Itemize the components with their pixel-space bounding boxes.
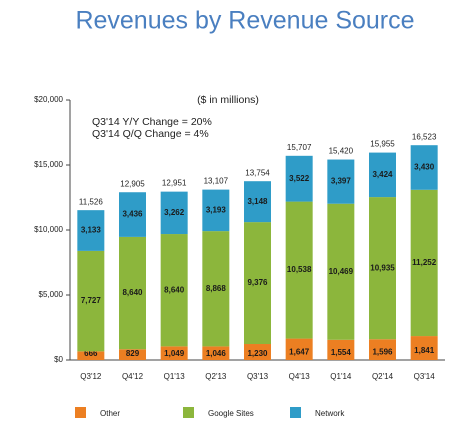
chart-title: Revenues by Revenue Source [75, 7, 414, 35]
x-tick-label: Q1'13 [164, 372, 186, 381]
x-tick-label: Q2'14 [372, 372, 394, 381]
x-tick-label: Q3'12 [80, 372, 102, 381]
legend-swatch [75, 407, 86, 418]
total-label: 13,754 [245, 168, 270, 177]
value-label: 9,376 [247, 278, 268, 287]
bar-segment [327, 159, 355, 204]
value-label: 3,424 [372, 170, 393, 179]
value-label: 8,640 [164, 285, 185, 294]
legend-swatch [290, 407, 301, 418]
value-label: 3,193 [206, 205, 227, 214]
total-label: 15,707 [287, 143, 312, 152]
value-label: 7,727 [81, 296, 102, 305]
bar-segment [119, 192, 146, 237]
value-label: 1,049 [164, 349, 185, 358]
value-label: 3,522 [289, 174, 310, 183]
value-label: 3,436 [122, 210, 143, 219]
total-label: 16,523 [412, 132, 437, 141]
legend-label: Google Sites [208, 409, 254, 418]
y-tick-label: $10,000 [34, 225, 63, 234]
value-label: 8,640 [122, 288, 143, 297]
legend-swatch [183, 407, 194, 418]
bar-segment [285, 201, 313, 339]
value-label: 11,252 [412, 258, 437, 267]
total-label: 11,526 [79, 197, 103, 206]
bar-segment [285, 338, 313, 360]
bar-segment [160, 346, 188, 360]
y-tick-label: $5,000 [39, 290, 64, 299]
legend-label: Other [100, 409, 120, 418]
value-label: 829 [126, 349, 140, 358]
value-label: 8,868 [206, 284, 227, 293]
bar-segment [410, 189, 438, 337]
bar-segment [77, 210, 105, 251]
value-label: 1,554 [331, 348, 352, 357]
value-label: 1,841 [414, 346, 435, 355]
value-label: 1,596 [372, 348, 393, 357]
bar-segment [160, 234, 188, 347]
y-tick-label: $0 [54, 355, 63, 364]
x-tick-label: Q1'14 [330, 372, 352, 381]
bar-segment [119, 236, 146, 350]
x-tick-label: Q3'13 [247, 372, 269, 381]
bar-segment [119, 349, 146, 360]
x-tick-label: Q4'13 [289, 372, 311, 381]
annotation: Q3'14 Q/Q Change = 4% [92, 128, 209, 140]
x-tick-label: Q3'14 [414, 372, 436, 381]
bar-segment [410, 336, 438, 360]
bar-segment [202, 231, 230, 347]
value-label: 10,935 [370, 263, 395, 272]
total-label: 12,951 [162, 179, 187, 188]
value-label: 10,538 [287, 265, 312, 274]
bar-segment [244, 181, 271, 223]
value-label: 3,262 [164, 208, 185, 217]
value-label: 3,430 [414, 163, 435, 172]
total-label: 13,107 [204, 177, 229, 186]
bar-segment [77, 250, 105, 352]
bar-segment [244, 222, 271, 345]
value-label: 3,148 [247, 197, 268, 206]
x-tick-label: Q2'13 [205, 372, 227, 381]
bar-segment [369, 339, 396, 360]
bar-segment [410, 145, 438, 190]
legend-label: Network [315, 409, 345, 418]
value-label: 3,133 [81, 226, 102, 235]
y-tick-label: $20,000 [34, 95, 63, 104]
bar-segment [160, 191, 188, 235]
bar-segment [202, 346, 230, 360]
bar-segment [244, 344, 271, 360]
bar-segment [369, 152, 396, 198]
bar-segment [369, 197, 396, 340]
bar-segment [285, 155, 313, 202]
value-label: 10,469 [329, 267, 354, 276]
value-label: 3,397 [331, 177, 352, 186]
value-label: 1,647 [289, 347, 310, 356]
y-tick-label: $15,000 [34, 160, 63, 169]
bar-segment [77, 351, 105, 360]
value-label: 1,046 [206, 349, 227, 358]
bar-segment [202, 189, 230, 232]
value-label: 1,230 [247, 349, 268, 358]
total-label: 12,905 [120, 179, 145, 188]
total-label: 15,420 [329, 147, 354, 156]
x-tick-label: Q4'12 [122, 372, 144, 381]
bar-segment [327, 203, 355, 340]
total-label: 15,955 [370, 140, 395, 149]
bar-segment [327, 339, 355, 360]
annotation: ($ in millions) [197, 94, 259, 106]
value-label: 666 [84, 349, 98, 358]
annotation: Q3'14 Y/Y Change = 20% [92, 116, 212, 128]
